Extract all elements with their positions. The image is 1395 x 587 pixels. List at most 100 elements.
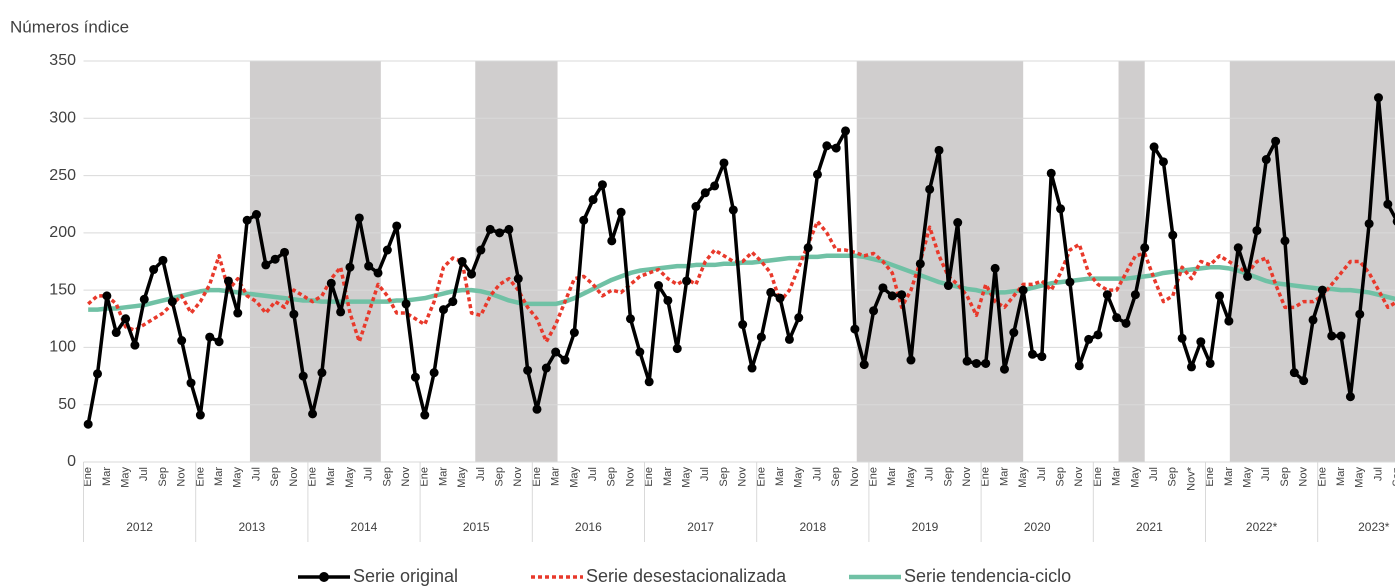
x-tick-label: Mar [1335,467,1347,486]
data-point [1093,330,1103,340]
data-point [1186,362,1196,372]
data-point [83,419,93,429]
x-tick-label: Jul [1372,467,1384,481]
data-point [850,324,860,334]
data-point [841,126,851,136]
x-tick-label: Jul [1260,467,1272,481]
data-point [1345,392,1355,402]
data-point [410,372,420,382]
data-point [1364,219,1374,229]
y-tick-label: 250 [49,167,76,184]
data-point [943,281,953,291]
data-point [401,299,411,309]
data-point [1046,168,1056,178]
x-tick-label: Mar [662,467,674,486]
x-tick-label: Ene [1204,467,1216,487]
data-point [672,344,682,354]
x-tick-label: Sep [1167,467,1179,487]
data-point [261,260,271,270]
x-tick-label: May [905,467,917,488]
data-point [1140,243,1150,253]
data-point [448,297,458,307]
x-tick-label: Ene [194,467,206,487]
data-point [579,215,589,225]
data-point [438,305,448,315]
data-point [971,358,981,368]
data-point [999,364,1009,374]
data-point [719,158,729,168]
x-tick-label: Nov [1073,467,1085,487]
x-tick-label: May [1017,467,1029,488]
legend-label: Serie desestacionalizada [586,566,787,586]
x-tick-label: Nov* [1185,466,1197,491]
data-point [1299,376,1309,386]
x-tick-label: Ene [419,467,431,487]
data-point [336,307,346,317]
data-point [541,363,551,373]
data-point [298,371,308,381]
x-tick-label: Jul [924,467,936,481]
data-point [289,309,299,319]
legend-label: Serie tendencia-ciclo [904,566,1071,586]
x-tick-label: Ene [82,467,94,487]
data-point [1102,290,1112,300]
legend-label: Serie original [353,566,458,586]
data-point [1168,230,1178,240]
data-point [1224,316,1234,326]
data-point [513,274,523,284]
y-tick-label: 350 [49,52,76,69]
data-point [1065,277,1075,287]
x-tick-label: Nov [288,467,300,487]
x-tick-label: Jul [363,467,375,481]
data-point [1308,315,1318,325]
data-point [1205,358,1215,368]
x-tick-label: Nov [737,467,749,487]
data-point [345,262,355,272]
x-tick-label: Sep [606,467,618,487]
data-point [495,228,505,238]
x-tick-label: Ene [1316,467,1328,487]
x-tick-label: Nov [176,467,188,487]
data-point [382,245,392,255]
x-tick-label: Ene [980,467,992,487]
data-point [1196,337,1206,347]
data-point [1243,271,1253,281]
data-point [476,245,486,255]
data-point [953,218,963,228]
data-point [364,261,374,271]
data-point [1056,204,1066,214]
data-point [1336,331,1346,341]
year-label: 2019 [912,520,939,534]
data-point [467,269,477,279]
data-point [195,410,205,420]
data-point [158,255,168,265]
data-point [812,169,822,179]
data-point [523,365,533,375]
year-label: 2018 [799,520,826,534]
data-point [186,378,196,388]
data-point [121,314,131,324]
data-point [775,293,785,303]
data-point [981,358,991,368]
x-tick-label: Jul [587,467,599,481]
x-tick-label: Sep [1391,467,1395,487]
data-point [784,334,794,344]
data-point [1009,328,1019,338]
data-point [990,263,1000,273]
x-tick-label: Nov [624,467,636,487]
y-tick-label: 150 [49,281,76,298]
data-point [130,340,140,350]
x-tick-label: May [1241,467,1253,488]
data-point [887,291,897,301]
y-axis-title: Números índice [10,17,129,36]
x-tick-label: Mar [325,467,337,486]
year-label: 2015 [463,520,490,534]
x-tick-label: Mar [774,467,786,486]
data-point [1084,334,1094,344]
data-point [1121,318,1131,328]
data-point [205,332,215,342]
data-point [803,243,813,253]
data-point [326,278,336,288]
x-tick-label: Sep [1054,467,1066,487]
